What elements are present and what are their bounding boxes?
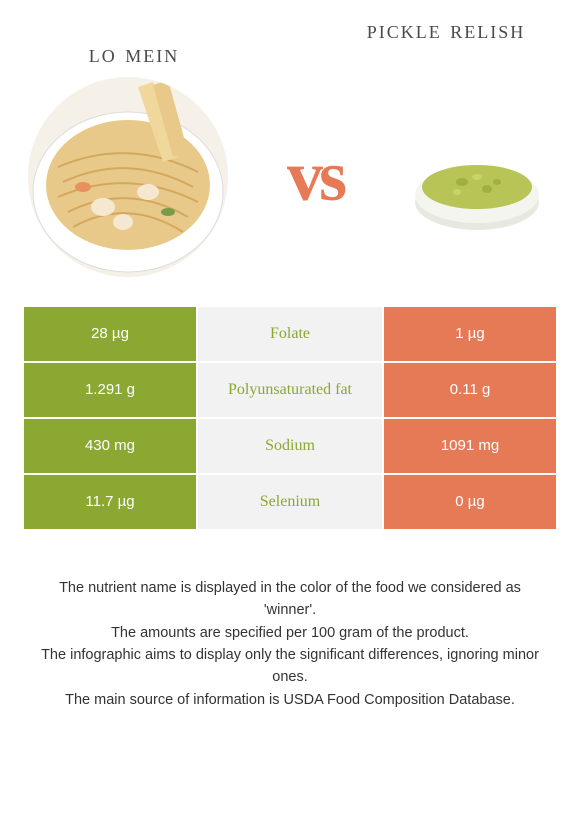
value-right: 1 µg bbox=[384, 307, 556, 361]
footer-line: The infographic aims to display only the… bbox=[32, 644, 548, 689]
images-row: vs bbox=[24, 77, 556, 277]
table-row: 11.7 µg Selenium 0 µg bbox=[24, 475, 556, 529]
vs-label: vs bbox=[287, 135, 343, 218]
nutrient-label: Folate bbox=[198, 307, 382, 361]
food-right-title: pickle relish bbox=[356, 16, 536, 45]
food-left-image bbox=[28, 77, 228, 277]
footer-line: The amounts are specified per 100 gram o… bbox=[32, 622, 548, 644]
value-left: 1.291 g bbox=[24, 363, 196, 417]
value-left: 430 mg bbox=[24, 419, 196, 473]
nutrient-label: Polyunsaturated fat bbox=[198, 363, 382, 417]
nutrient-label: Sodium bbox=[198, 419, 382, 473]
footer-notes: The nutrient name is displayed in the co… bbox=[24, 577, 556, 712]
food-right-image bbox=[402, 117, 552, 237]
value-right: 0.11 g bbox=[384, 363, 556, 417]
footer-line: The main source of information is USDA F… bbox=[32, 689, 548, 711]
value-left: 11.7 µg bbox=[24, 475, 196, 529]
comparison-table: 28 µg Folate 1 µg 1.291 g Polyunsaturate… bbox=[24, 307, 556, 529]
table-row: 430 mg Sodium 1091 mg bbox=[24, 419, 556, 473]
nutrient-label: Selenium bbox=[198, 475, 382, 529]
value-right: 1091 mg bbox=[384, 419, 556, 473]
value-left: 28 µg bbox=[24, 307, 196, 361]
food-left-title: lo mein bbox=[44, 40, 224, 69]
header-row: lo mein pickle relish bbox=[24, 20, 556, 69]
table-row: 1.291 g Polyunsaturated fat 0.11 g bbox=[24, 363, 556, 417]
footer-line: The nutrient name is displayed in the co… bbox=[32, 577, 548, 622]
value-right: 0 µg bbox=[384, 475, 556, 529]
table-row: 28 µg Folate 1 µg bbox=[24, 307, 556, 361]
